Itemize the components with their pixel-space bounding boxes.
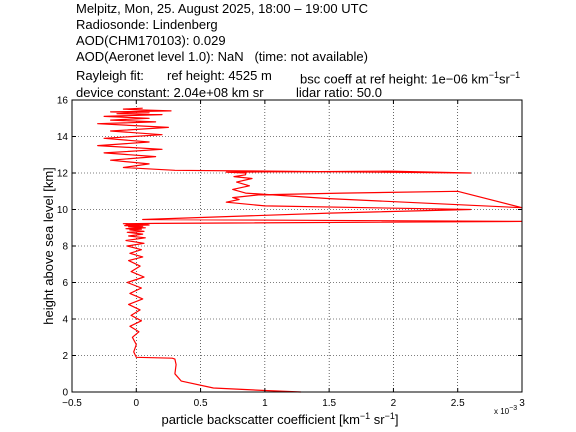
y-tick-label: 4 — [62, 315, 68, 326]
x-label-mid: sr — [370, 412, 385, 427]
header-ref-height: ref height: 4525 m — [167, 68, 272, 83]
header-radiosonde: Radiosonde: Lindenberg — [76, 17, 218, 32]
y-tick-label: 2 — [62, 351, 68, 362]
x-label-suffix: ] — [395, 412, 399, 427]
header-lidar-ratio: lidar ratio: 50.0 — [296, 85, 382, 100]
x-tick-label: 0 — [134, 398, 140, 409]
y-tick-label: 14 — [57, 132, 69, 143]
header-rayleigh-label: Rayleigh fit: — [76, 68, 144, 83]
bsc-sr-exponent: −1 — [509, 70, 521, 80]
y-tick-label: 6 — [62, 278, 68, 289]
y-tick-label: 10 — [57, 205, 69, 216]
x-tick-label: 1.5 — [322, 398, 336, 409]
x-axis-label: particle backscatter coefficient [km−1 s… — [161, 411, 398, 427]
bsc-km-exponent: −1 — [488, 70, 500, 80]
series-layer — [97, 107, 523, 393]
x-axis-scale-label: x 10−3 — [494, 405, 517, 416]
bsc-coeff-text: bsc coeff at ref height: 1e−06 km — [300, 71, 489, 87]
header-aod-chm: AOD(CHM170103): 0.029 — [76, 33, 226, 48]
x-tick-label: 1 — [262, 398, 268, 409]
x-tick-label: −0.5 — [62, 398, 82, 409]
y-tick-label: 16 — [57, 96, 69, 107]
x-tick-label: 2 — [391, 398, 397, 409]
y-tick-label: 12 — [57, 169, 69, 180]
grid-lines — [72, 100, 522, 392]
y-tick-label: 0 — [62, 388, 68, 399]
x-label-km-exponent: −1 — [360, 411, 370, 421]
bsc-sr-unit: sr — [499, 71, 510, 87]
x-scale-base: x 10 — [494, 407, 510, 416]
y-tick-label: 8 — [62, 242, 68, 253]
x-scale-power: −3 — [509, 405, 517, 412]
y-axis-label: height above sea level [km] — [41, 167, 56, 325]
x-tick-label: 3 — [519, 398, 525, 409]
header-bsc-coeff: bsc coeff at ref height: 1e−06 km−1sr−1 — [300, 68, 520, 86]
header-device-constant: device constant: 2.04e+08 km sr — [76, 85, 264, 100]
x-tick-label: 0.5 — [194, 398, 208, 409]
header-aod-aeronet: AOD(Aeronet level 1.0): NaN (time: not a… — [76, 49, 368, 64]
x-label-sr-exponent: −1 — [385, 411, 395, 421]
backscatter-profile-line — [97, 107, 523, 393]
header-location-time: Melpitz, Mon, 25. August 2025, 18:00 – 1… — [76, 1, 368, 16]
x-tick-label: 2.5 — [451, 398, 465, 409]
x-label-prefix: particle backscatter coefficient [km — [161, 412, 359, 427]
